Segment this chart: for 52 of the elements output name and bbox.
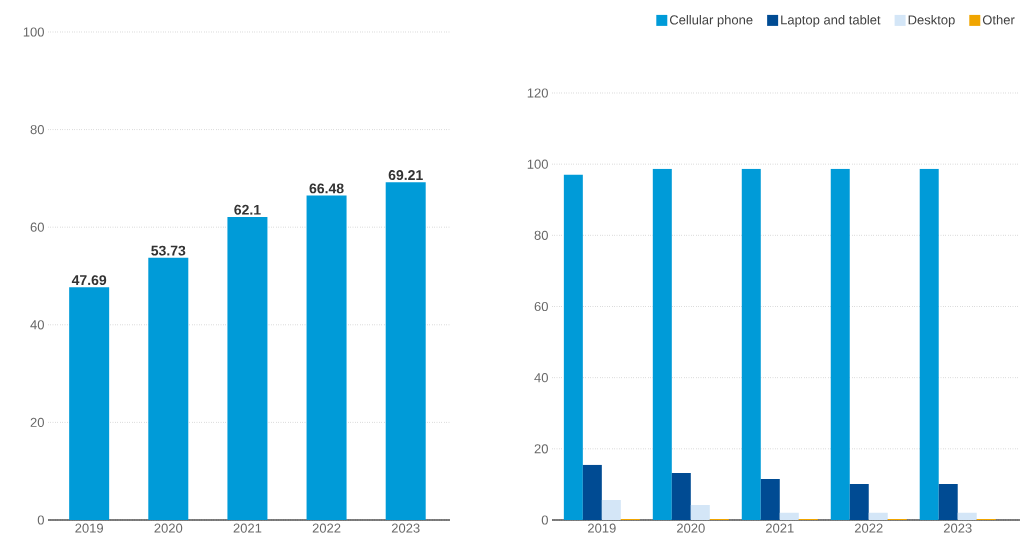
legend-label: Laptop and tablet [781,14,881,28]
y-tick-label: 40 [534,373,548,383]
bar [938,484,958,520]
legend-label: Other [982,14,1015,25]
y-tick-label: 100 [23,27,44,37]
x-tick-label: 2019 [75,523,104,533]
data-label: 53.73 [151,245,186,256]
bar [760,479,780,520]
bar [671,473,691,520]
bar [69,287,110,520]
x-tick-label: 2019 [588,523,616,533]
legend-label: Desktop [908,14,955,28]
bar [306,195,347,520]
bar [868,512,888,520]
bar [919,168,939,520]
legend-label: Cellular phone [669,14,753,28]
bar [563,174,583,520]
y-tick-label: 20 [534,444,548,454]
data-label: 69.21 [388,170,423,181]
bar [779,512,799,520]
x-tick-label: 2023 [943,523,972,533]
bar [582,464,602,520]
bar [741,168,761,520]
y-tick-label: 80 [534,230,548,240]
x-tick-label: 2022 [312,523,341,533]
data-label: 66.48 [309,183,344,194]
x-tick-label: 2022 [854,523,883,533]
y-tick-label: 60 [30,222,44,232]
bar [957,512,977,520]
bar [849,484,869,520]
data-label: 62.1 [234,204,261,215]
bar [385,182,426,520]
y-tick-label: 60 [534,301,548,312]
y-tick-label: 100 [527,159,548,169]
data-label: 47.69 [71,275,107,286]
y-tick-label: 40 [30,320,44,330]
y-tick-label: 120 [527,88,548,98]
x-tick-label: 2023 [391,523,420,533]
bar [690,505,710,520]
x-tick-label: 2021 [233,523,262,533]
bar [227,216,268,520]
x-tick-label: 2020 [677,523,705,533]
bar [601,500,621,520]
x-tick-label: 2021 [765,523,794,533]
y-tick-label: 20 [30,417,44,427]
x-tick-label: 2020 [154,523,183,533]
bar [148,257,189,520]
bar [830,168,850,520]
y-tick-label: 0 [37,515,44,525]
y-tick-label: 80 [30,124,44,135]
y-tick-label: 0 [541,515,548,525]
bar [652,168,672,520]
